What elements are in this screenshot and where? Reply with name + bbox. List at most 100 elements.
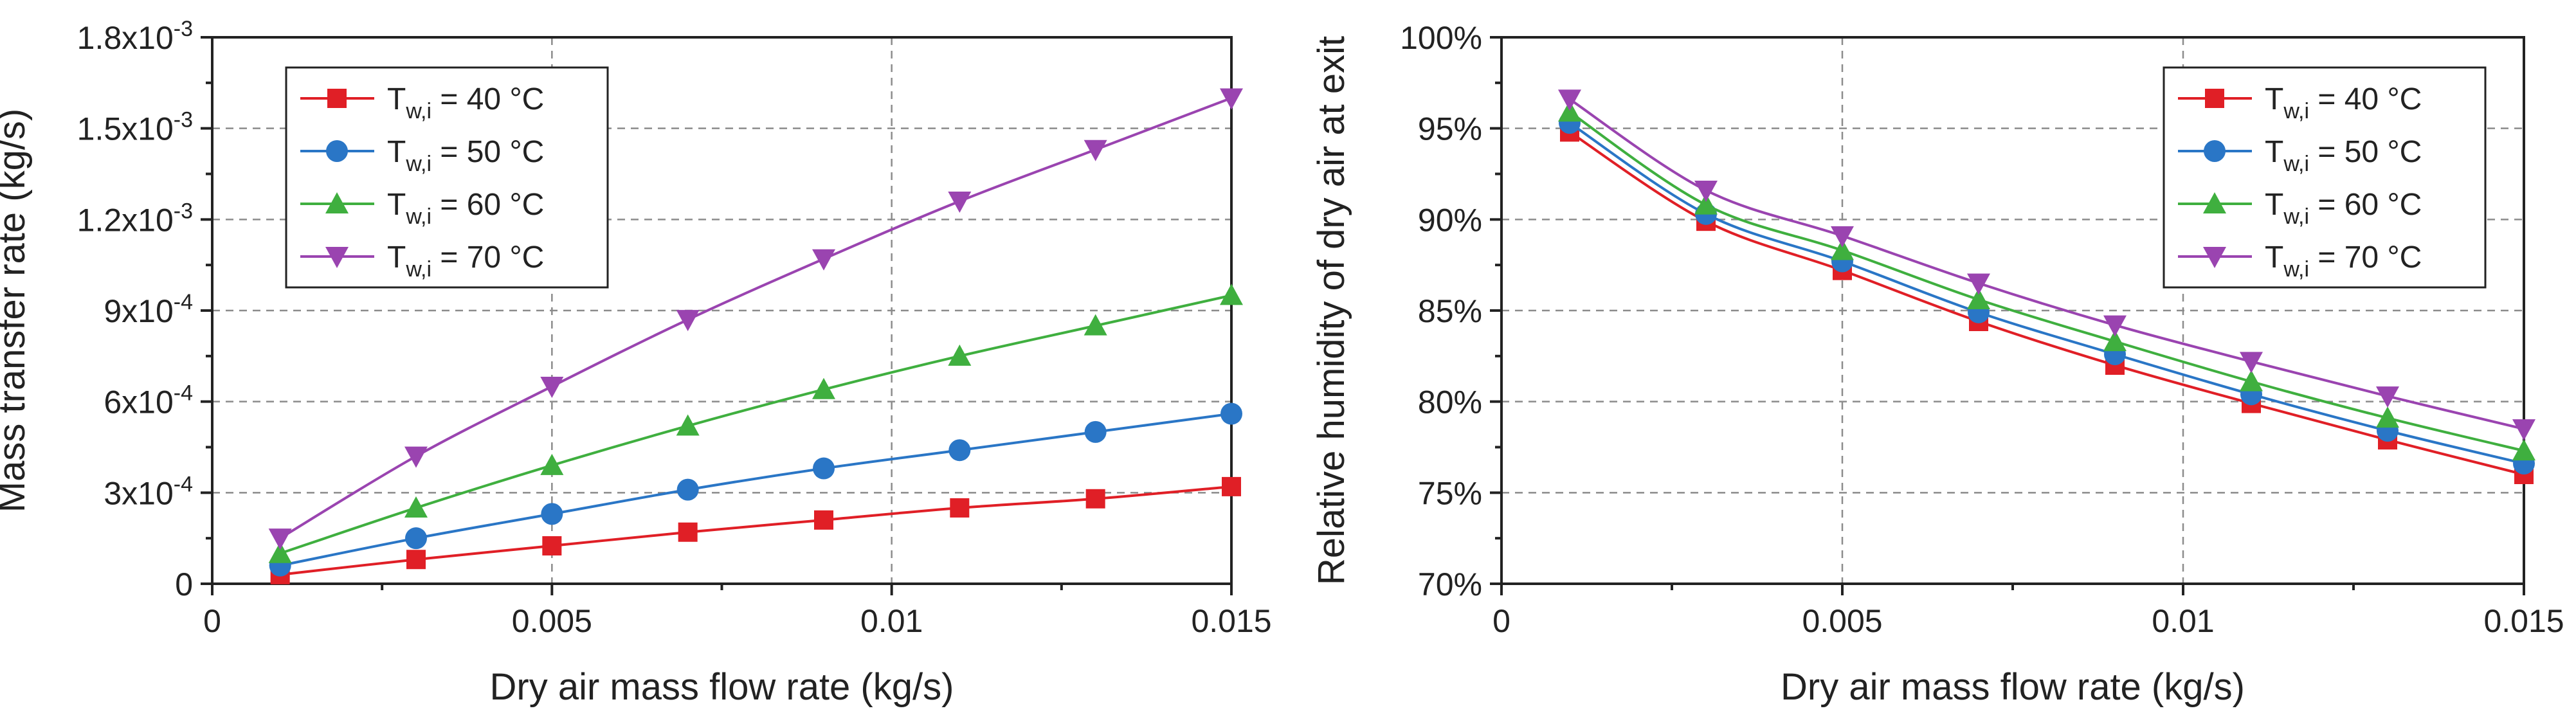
data-point-marker <box>542 536 562 555</box>
data-point-marker <box>541 503 563 525</box>
data-point-marker <box>2512 419 2535 441</box>
data-point-marker <box>676 310 700 332</box>
y-tick-label: 70% <box>1418 566 1482 602</box>
legend-marker <box>2203 192 2226 213</box>
y-tick-label: 1.8x10-3 <box>77 17 193 56</box>
y-axis-title: Relative humidity of dry air at exit <box>1311 36 1352 585</box>
data-point-marker <box>1831 226 1854 248</box>
legend-label: Tw,i = 50 °C <box>2265 135 2422 176</box>
series-60c <box>1558 100 2535 461</box>
legend-label: Tw,i = 50 °C <box>387 135 544 176</box>
x-tick-label: 0.005 <box>512 603 592 639</box>
data-point-marker <box>1220 284 1243 305</box>
y-tick-label: 85% <box>1418 293 1482 329</box>
data-point-marker <box>948 344 972 366</box>
x-tick-label: 0.01 <box>860 603 923 639</box>
series-70c <box>1558 89 2535 441</box>
legend-marker <box>326 140 348 162</box>
data-point-marker <box>1967 273 1990 295</box>
legend-marker <box>2203 247 2226 268</box>
data-point-marker <box>1085 489 1105 509</box>
data-point-marker <box>1967 288 1990 309</box>
data-point-marker <box>1084 420 1107 443</box>
legend: Tw,i = 40 °C Tw,i = 50 °C Tw,i = 60 °C Tw,i… <box>2163 66 2487 289</box>
y-tick-label: 95% <box>1418 111 1482 147</box>
legend-label: Tw,i = 40 °C <box>2265 82 2422 123</box>
y-tick-label: 1.2x10-3 <box>77 199 193 238</box>
data-point-marker <box>1220 88 1243 110</box>
data-point-marker <box>814 510 833 530</box>
data-point-marker <box>1222 476 1241 496</box>
y-tick-label: 1.5x10-3 <box>77 108 193 147</box>
x-tick-label: 0.01 <box>2152 603 2214 639</box>
data-point-marker <box>1084 314 1107 336</box>
data-point-marker <box>2103 330 2127 352</box>
legend-marker <box>325 192 349 213</box>
legend-marker <box>2205 89 2224 108</box>
data-point-marker <box>1220 402 1242 425</box>
data-point-marker <box>676 414 700 436</box>
series-60c <box>268 284 1243 563</box>
data-point-marker <box>676 478 699 501</box>
data-point-marker <box>406 550 426 570</box>
legend-label: Tw,i = 60 °C <box>387 188 544 229</box>
series-line <box>1568 131 2525 476</box>
x-axis-title: Dry air mass flow rate (kg/s) <box>1781 666 2245 708</box>
y-tick-label: 6x10-4 <box>104 381 193 420</box>
x-tick-label: 0.015 <box>1191 603 1271 639</box>
data-point-marker <box>2240 370 2263 392</box>
series-50c <box>269 402 1242 577</box>
legend-marker <box>327 89 347 108</box>
legend-label: Tw,i = 60 °C <box>2265 188 2422 229</box>
legend: Tw,i = 40 °C Tw,i = 50 °C Tw,i = 60 °C Tw,i… <box>285 66 609 289</box>
data-point-marker <box>1084 140 1107 161</box>
y-tick-label: 80% <box>1418 384 1482 420</box>
series-line <box>1568 98 2525 431</box>
y-tick-label: 0 <box>175 566 193 602</box>
series-line <box>1568 122 2525 465</box>
data-point-marker <box>404 446 428 468</box>
data-point-marker <box>2512 439 2535 461</box>
x-tick-label: 0 <box>203 603 221 639</box>
data-point-marker <box>1694 193 1718 215</box>
data-point-marker <box>1558 89 1581 111</box>
relative-humidity-chart: 0 0.005 0.01 0.015 70% 75% 80% 85% 90% 95% 100% Dry… <box>1311 20 2564 708</box>
y-tick-label: 9x10-4 <box>104 290 193 329</box>
legend-label: Tw,i = 70 °C <box>387 240 544 282</box>
y-axis-title: Mass transfer rate (kg/s) <box>0 109 33 512</box>
x-tick-label: 0.005 <box>1802 603 1882 639</box>
data-point-marker <box>812 249 835 271</box>
data-point-marker <box>405 527 427 550</box>
data-point-marker <box>2376 406 2399 428</box>
x-axis-title: Dry air mass flow rate (kg/s) <box>490 666 954 708</box>
y-tick-label: 100% <box>1400 20 1482 56</box>
data-point-marker <box>2240 352 2263 374</box>
x-tick-label: 0 <box>1492 603 1510 639</box>
data-point-marker <box>2376 386 2399 408</box>
legend-marker <box>325 247 349 268</box>
data-point-marker <box>1831 239 1854 260</box>
y-tick-label: 75% <box>1418 475 1482 511</box>
data-point-marker <box>540 377 564 399</box>
series-line <box>279 96 1232 539</box>
legend-label: Tw,i = 40 °C <box>387 82 544 123</box>
series-line <box>280 294 1232 555</box>
data-point-marker <box>1558 100 1581 122</box>
data-point-marker <box>268 528 292 550</box>
series-70c <box>268 88 1243 550</box>
series-line <box>280 485 1232 576</box>
data-point-marker <box>678 522 698 542</box>
y-tick-label: 3x10-4 <box>104 472 193 511</box>
data-point-marker <box>1694 181 1718 202</box>
data-point-marker <box>2103 315 2127 337</box>
mass-transfer-chart: 0 0.005 0.01 0.015 0 3x10-4 6x10-4 9x10-4 1.2x10… <box>0 17 1272 708</box>
data-point-marker <box>948 192 972 213</box>
data-point-marker <box>812 377 835 399</box>
data-point-marker <box>948 439 971 462</box>
data-point-marker <box>540 453 564 475</box>
y-tick-label: 90% <box>1418 202 1482 238</box>
series-line <box>280 412 1232 567</box>
data-point-marker <box>404 496 428 518</box>
legend-marker <box>2204 140 2226 162</box>
